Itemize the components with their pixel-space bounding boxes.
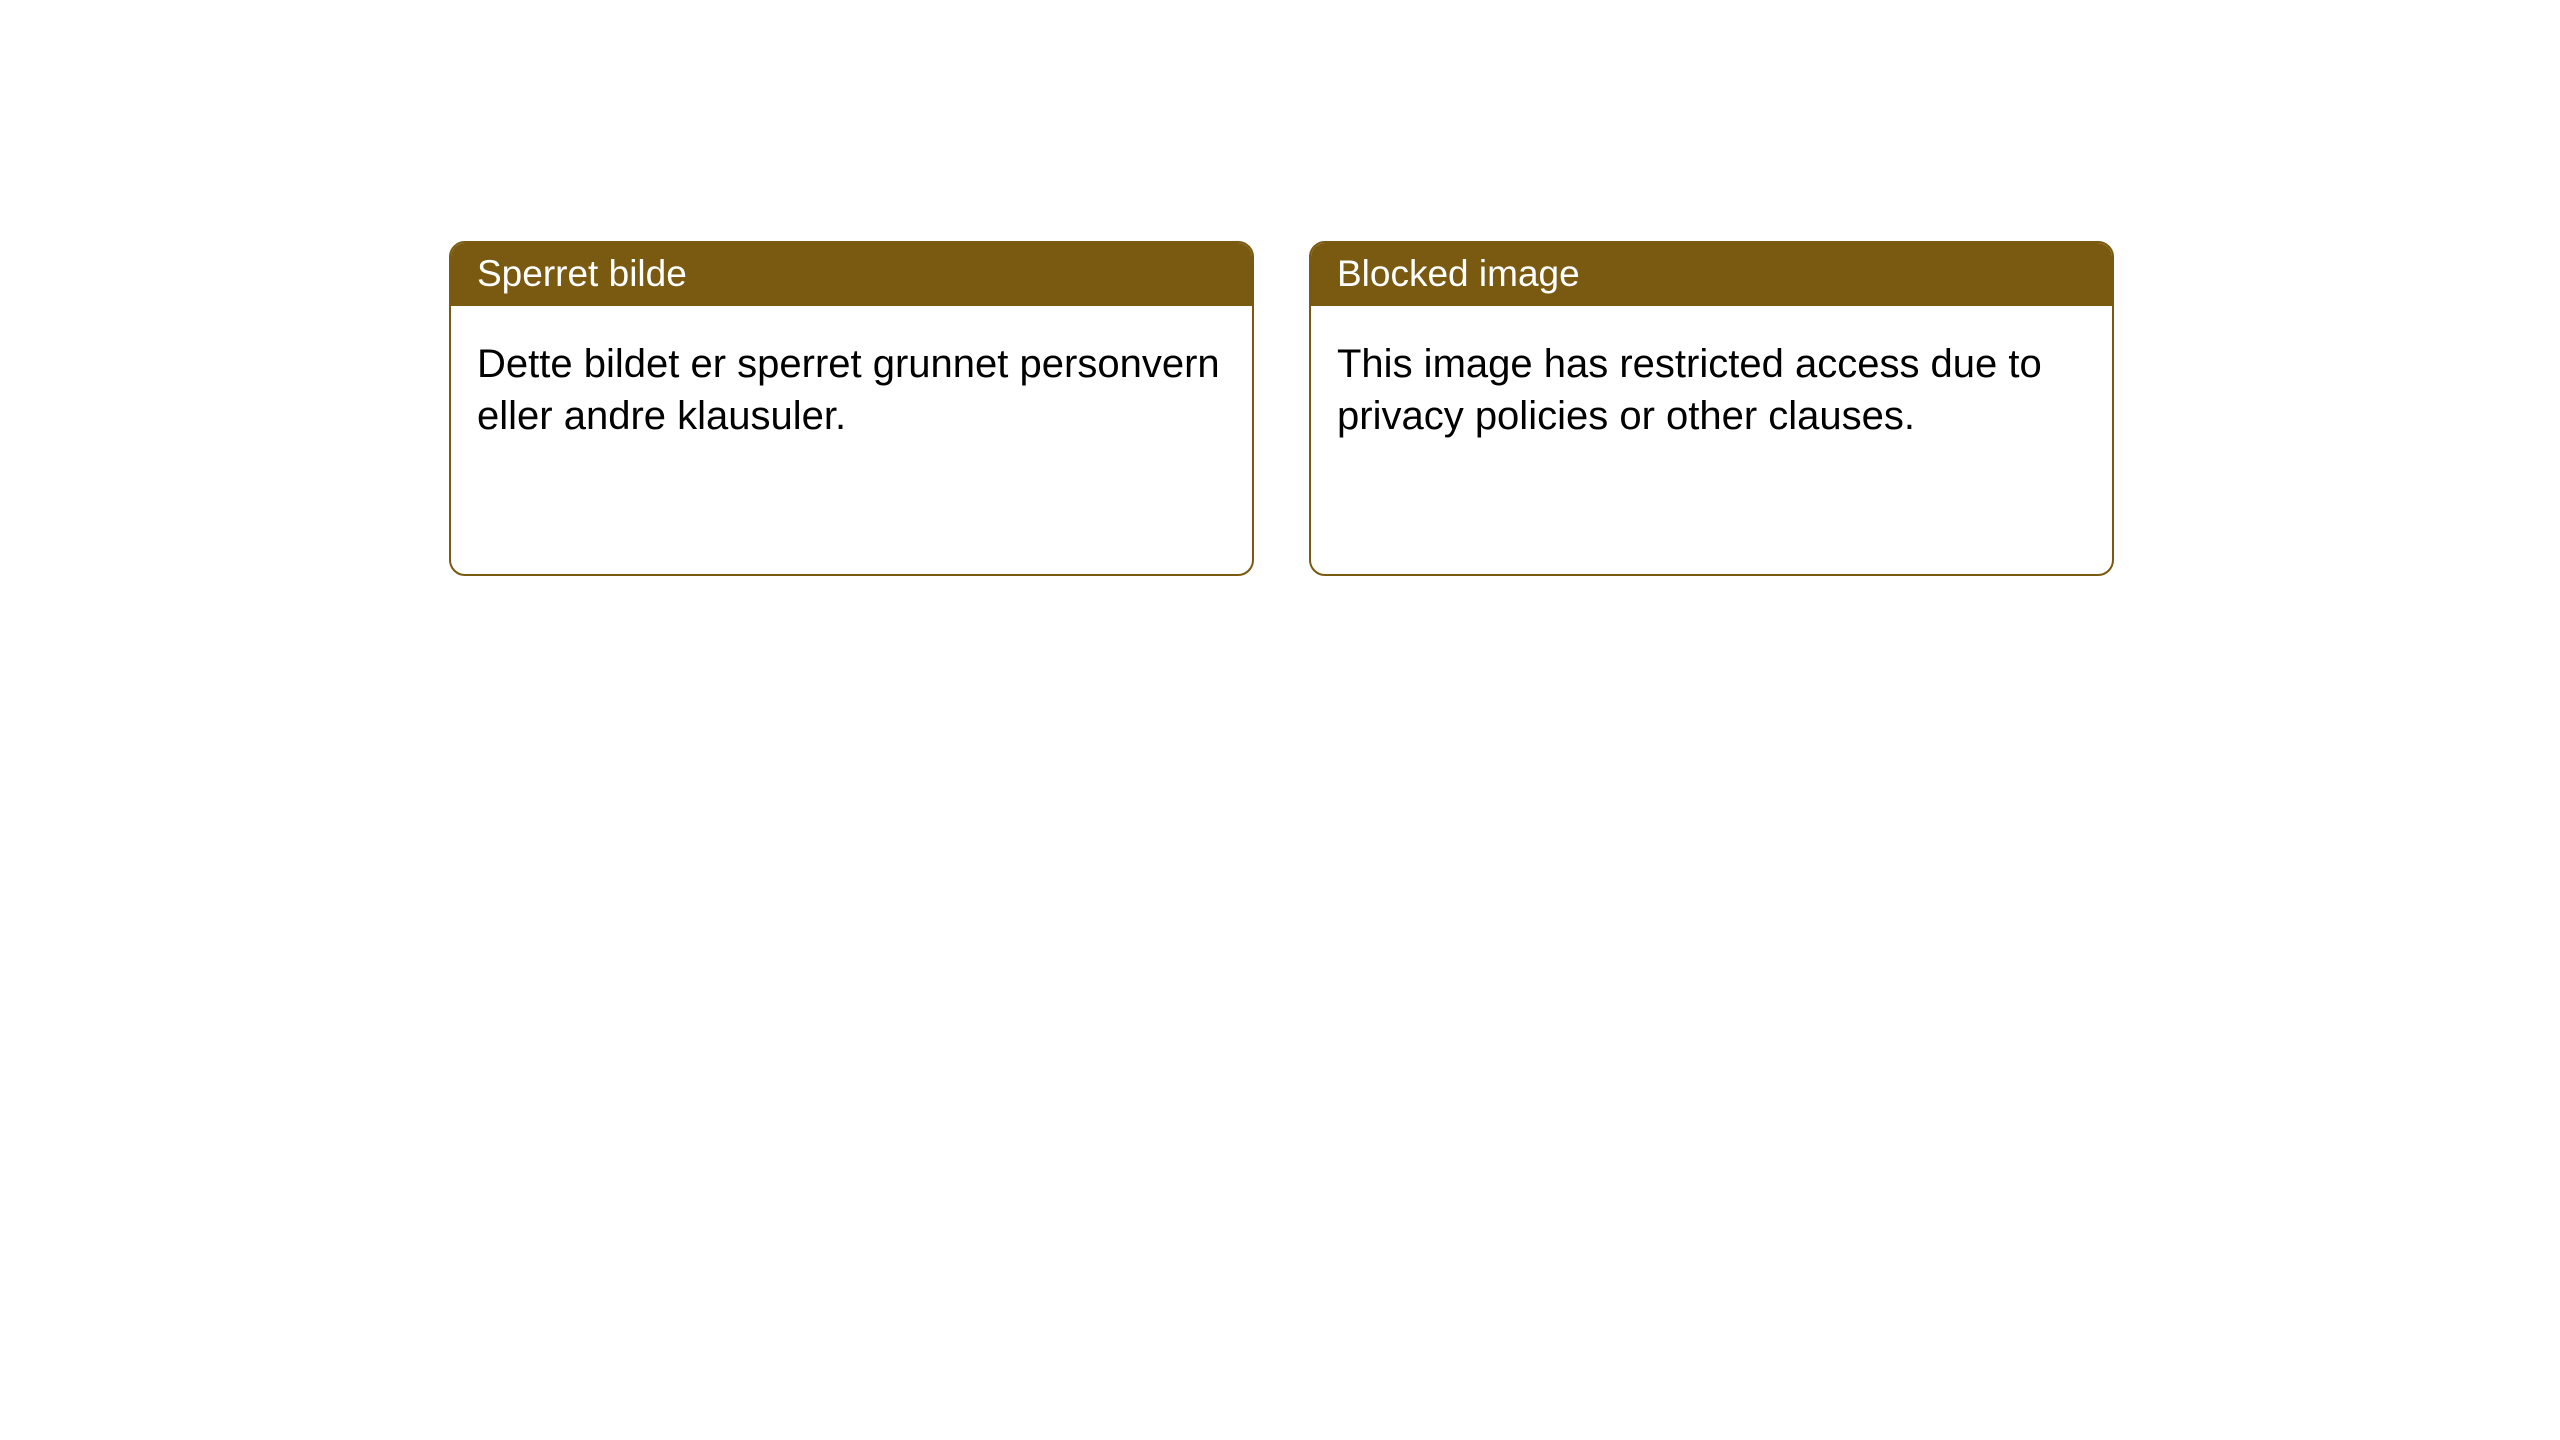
notice-card-english: Blocked image This image has restricted … [1309,241,2114,576]
notice-card-container: Sperret bilde Dette bildet er sperret gr… [449,241,2114,576]
card-header: Blocked image [1311,243,2112,306]
notice-card-norwegian: Sperret bilde Dette bildet er sperret gr… [449,241,1254,576]
card-header: Sperret bilde [451,243,1252,306]
card-body-text: Dette bildet er sperret grunnet personve… [451,306,1252,474]
card-body-text: This image has restricted access due to … [1311,306,2112,474]
